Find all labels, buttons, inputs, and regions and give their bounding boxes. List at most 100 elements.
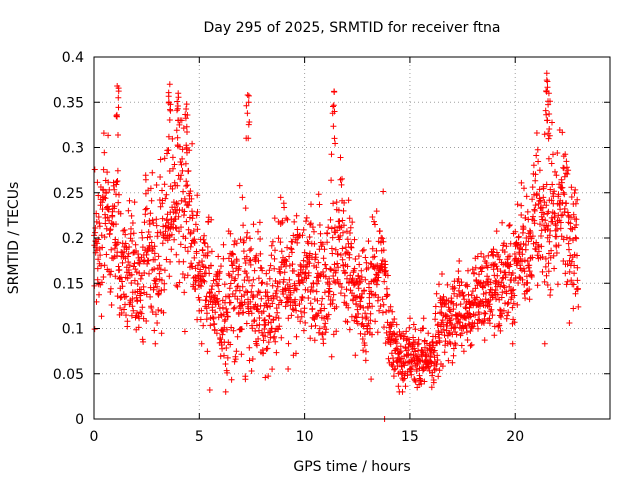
data-point [486,320,493,327]
data-point [161,155,168,162]
data-point [264,304,271,311]
data-point [247,305,254,312]
data-point [130,230,137,237]
data-point [498,279,505,286]
data-point [124,253,131,260]
data-point [378,234,385,241]
data-point [380,247,387,254]
data-point [201,232,208,239]
data-point [277,239,284,246]
data-point [102,195,109,202]
data-point [415,340,422,347]
data-point [390,330,397,337]
data-point [574,264,581,271]
data-point [174,98,181,105]
data-point [204,249,211,256]
data-point [352,256,359,262]
data-point [231,241,238,248]
data-point [381,278,388,285]
data-point [181,289,188,296]
data-point [367,310,374,317]
data-point [262,333,269,340]
data-point [336,218,343,225]
data-point [506,283,513,290]
data-point [320,269,326,275]
data-point [144,260,151,267]
data-point [357,298,364,305]
data-point [315,278,322,284]
data-point [387,303,394,310]
data-point [123,312,129,319]
data-point [497,327,504,334]
data-point [127,299,134,306]
data-point [414,341,421,348]
data-point [420,367,426,374]
data-point [245,135,252,142]
data-point [522,295,529,302]
data-point [353,300,360,307]
data-point [470,323,477,330]
data-point [494,291,501,298]
data-point [455,316,462,323]
data-point [457,301,464,308]
data-point [328,266,334,273]
data-point [198,340,205,347]
data-point [326,281,333,288]
data-point [258,295,265,302]
data-point [540,185,547,192]
data-point [477,303,483,310]
data-point [469,266,476,273]
data-point [361,342,368,349]
data-point [109,208,116,215]
data-point [432,310,439,317]
data-point [331,135,338,142]
data-point [316,201,323,208]
data-point [149,169,156,176]
data-point [565,240,572,247]
data-point [135,324,142,331]
data-point [192,265,199,272]
data-point [224,313,231,320]
data-point [540,194,547,201]
data-point [298,313,305,320]
data-point [289,261,296,268]
data-point [228,324,235,331]
data-point [468,341,475,348]
data-point [330,331,337,338]
data-point [114,83,121,89]
data-point [546,132,553,139]
data-point [344,319,351,325]
data-point [181,328,188,335]
data-point [126,262,133,269]
y-tick-label: 0.1 [62,322,84,338]
data-point [524,208,531,215]
data-point [301,249,308,256]
data-point [288,245,294,252]
data-point [529,184,536,191]
data-point [485,276,492,283]
data-point [117,210,124,217]
data-point [519,276,526,283]
data-point [335,264,342,271]
data-point [108,302,115,308]
data-point [240,309,247,316]
data-point [511,292,518,299]
data-point [292,296,299,303]
data-point [94,265,101,272]
data-point [179,167,186,174]
data-point [518,202,525,209]
data-point [164,237,171,244]
data-point [385,355,392,362]
data-point [333,199,340,206]
data-point [455,287,462,294]
data-point [568,194,575,200]
data-point [476,271,482,278]
data-point [545,101,552,108]
data-point [548,197,555,204]
data-point [158,330,165,337]
data-point [360,246,367,253]
data-point [326,288,333,295]
data-point [430,379,437,386]
data-point [547,186,554,193]
data-point [305,295,312,301]
